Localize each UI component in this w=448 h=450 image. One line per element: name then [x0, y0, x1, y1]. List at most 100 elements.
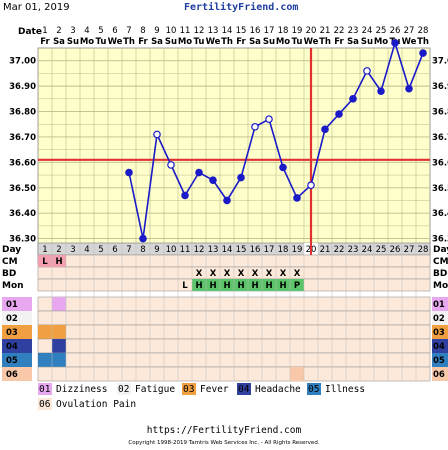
temperature-point — [167, 161, 175, 169]
day-number: 26 — [390, 245, 401, 255]
y-tick-label-right: 37.0 — [432, 57, 448, 67]
symptom-mark — [52, 353, 66, 367]
date-number: 13 — [208, 26, 219, 36]
legend-name: Dizziness — [56, 384, 107, 395]
symptom-code-right: 01 — [433, 300, 445, 310]
day-number: 9 — [154, 245, 159, 255]
temperature-point — [419, 49, 427, 57]
date-number: 24 — [362, 26, 373, 36]
symptom-code-swatch-right — [432, 311, 448, 325]
date-number: 18 — [278, 26, 289, 36]
date-number: 26 — [390, 26, 401, 36]
weekday-label: Sa — [347, 37, 359, 47]
symptom-code-swatch-right — [432, 339, 448, 353]
bd-value: X — [224, 269, 231, 279]
bd-value: X — [266, 269, 273, 279]
date-number: 28 — [418, 26, 429, 36]
temperature-point — [293, 194, 301, 202]
symptom-code-swatch — [2, 367, 32, 381]
symptom-mark — [52, 325, 66, 339]
date-number: 9 — [154, 26, 159, 36]
legend-code: 05 — [308, 384, 319, 395]
temperature-point — [237, 173, 245, 182]
mon-value: H — [279, 281, 286, 291]
mon-value: H — [265, 281, 272, 291]
day-number: 5 — [98, 245, 103, 255]
day-number: 18 — [278, 245, 289, 255]
weekday-label: We — [206, 37, 221, 47]
temperature-plot: 1 2 3 4 5 6 7 8 9 10 11 12 13 14 15 16 17 18 19 20 21 22 23 24 2… — [9, 26, 448, 265]
weekday-label: Fr — [40, 37, 50, 47]
date-number: 17 — [264, 26, 275, 36]
bd-value: X — [294, 269, 301, 279]
day-number: 11 — [180, 245, 191, 255]
weekday-label: Mo — [374, 37, 388, 47]
day-number: 16 — [250, 245, 261, 255]
footer-copyright: Copyright 1998-2019 Tamtris Web Services… — [128, 440, 319, 446]
temperature-point — [321, 125, 329, 134]
date-label: Date — [18, 27, 42, 37]
y-tick-label-right: 36.8 — [432, 108, 448, 118]
cm-cell-fill — [52, 255, 66, 267]
bd-value: X — [238, 269, 245, 279]
mon-cell-fill — [220, 279, 234, 291]
date-number: 27 — [404, 26, 415, 36]
chart-date: Mar 01, 2019 — [3, 2, 70, 13]
day-number: 10 — [166, 245, 177, 255]
bd-value: X — [280, 269, 287, 279]
symptom-code: 04 — [6, 342, 18, 352]
mon-row-label: Mon — [2, 281, 24, 291]
symptom-code-right: 03 — [433, 328, 445, 338]
symptom-code-swatch — [2, 339, 32, 353]
legend-name: Headache — [255, 384, 301, 395]
temperature-point — [181, 191, 189, 200]
symptom-code: 05 — [6, 356, 18, 366]
weekday-label: Th — [123, 37, 135, 47]
temperature-point — [363, 67, 371, 75]
mon-value: H — [223, 281, 230, 291]
symptom-code-swatch — [2, 353, 32, 367]
legend-name: Fatigue — [135, 384, 175, 395]
temperature-point — [405, 84, 413, 93]
legend-swatch — [182, 383, 196, 395]
date-number: 23 — [348, 26, 359, 36]
weekday-label: Th — [417, 37, 429, 47]
legend-code: 04 — [238, 384, 250, 395]
mon-cell-fill — [206, 279, 220, 291]
temperature-point — [195, 168, 203, 177]
day-number: 7 — [126, 245, 131, 255]
date-number: 2 — [56, 26, 61, 36]
mon-value: H — [209, 281, 216, 291]
date-number: 7 — [126, 26, 131, 36]
symptom-code-swatch-right — [432, 367, 448, 381]
cm-row-label-right: CM — [433, 257, 448, 267]
temperature-point — [391, 39, 399, 47]
day-number: 22 — [334, 245, 345, 255]
mon-row-label-right: Mon — [433, 281, 448, 291]
symptom-code-swatch-right — [432, 353, 448, 367]
symptom-code-swatch — [2, 311, 32, 325]
temperature-line — [128, 40, 424, 239]
weekday-label: Sa — [53, 37, 65, 47]
day-number: 12 — [194, 245, 205, 255]
symptom-mark — [38, 325, 52, 339]
cm-value: L — [42, 257, 48, 267]
day-row-label: Day — [2, 245, 21, 255]
temperature-point — [335, 110, 343, 118]
mon-value: H — [237, 281, 244, 291]
site-name: FertilityFriend.com — [184, 1, 298, 13]
date-number: 4 — [84, 26, 89, 36]
date-number: 15 — [236, 26, 247, 36]
y-tick-label: 36.30 — [9, 235, 36, 245]
day-number: 25 — [376, 245, 387, 255]
weekday-label: Tu — [292, 37, 303, 47]
day-row-label-right: Day — [433, 245, 448, 255]
y-tick-label-right: 36.9 — [432, 82, 448, 92]
day-number: 24 — [362, 245, 373, 255]
symptom-code-right: 02 — [433, 314, 445, 324]
date-number: 5 — [98, 26, 103, 36]
symptom-code: 03 — [6, 328, 18, 338]
temperature-point — [377, 87, 385, 96]
symptom-mark — [52, 297, 66, 311]
cm-value: H — [55, 257, 62, 267]
